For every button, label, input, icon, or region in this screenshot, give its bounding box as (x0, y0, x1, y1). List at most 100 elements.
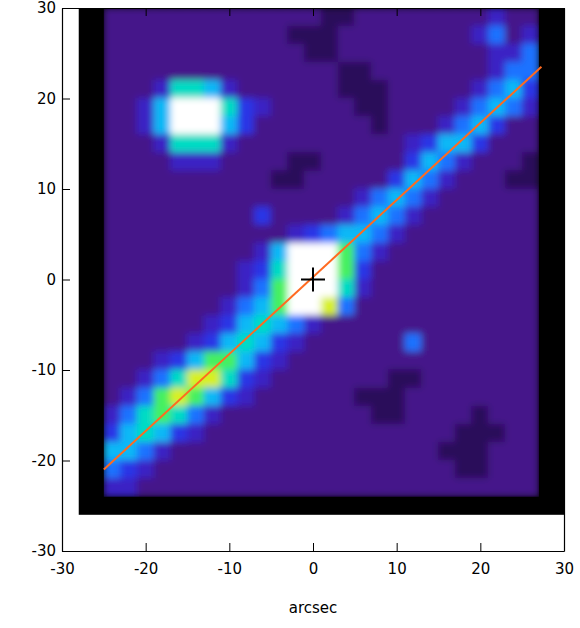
cell (187, 26, 205, 45)
cell (471, 388, 489, 407)
cell (287, 478, 305, 497)
cell (304, 333, 322, 352)
cell (104, 370, 121, 389)
cell (338, 297, 356, 316)
cell (471, 170, 489, 189)
cell (287, 333, 305, 352)
axis-line (564, 9, 565, 552)
tick (556, 370, 564, 371)
cell (321, 351, 339, 370)
cell (154, 424, 172, 443)
cell (104, 134, 121, 153)
cell (220, 243, 238, 262)
cell (338, 207, 356, 226)
cell (488, 8, 506, 27)
cell (170, 351, 188, 370)
tick: -10 (32, 361, 71, 379)
tick-label: 30 (555, 560, 574, 578)
cell (455, 442, 473, 461)
cell (170, 261, 188, 280)
cell (220, 225, 238, 244)
cell (170, 116, 188, 135)
cell (170, 243, 188, 262)
cell (104, 8, 121, 27)
cell (338, 26, 356, 45)
cell (220, 406, 238, 425)
cell (421, 80, 439, 99)
cell (154, 98, 172, 117)
cell (220, 442, 238, 461)
cell (137, 170, 155, 189)
cell (187, 44, 205, 63)
cell (471, 225, 489, 244)
cell (137, 134, 155, 153)
cell (321, 243, 339, 262)
cell (488, 116, 506, 135)
cell (154, 442, 172, 461)
cell (438, 8, 456, 27)
cell (438, 80, 456, 99)
cell (488, 424, 506, 443)
cell (220, 261, 238, 280)
cell (522, 243, 539, 262)
cell (338, 170, 356, 189)
cell (388, 460, 406, 479)
cell (254, 207, 272, 226)
tick-mark (556, 99, 564, 100)
cell (254, 370, 272, 389)
cell (438, 134, 456, 153)
cell (271, 152, 289, 171)
tick-mark (556, 189, 564, 190)
cell (237, 44, 255, 63)
cell (505, 333, 523, 352)
tick (229, 8, 230, 16)
cell (170, 134, 188, 153)
cell (170, 98, 188, 117)
cell (354, 424, 372, 443)
cell (104, 170, 121, 189)
cell (204, 80, 222, 99)
cell (421, 44, 439, 63)
tick-mark (397, 543, 398, 551)
cell (488, 333, 506, 352)
cell (304, 478, 322, 497)
cell (354, 80, 372, 99)
cell (237, 116, 255, 135)
cell (220, 80, 238, 99)
cell (455, 406, 473, 425)
cell (338, 424, 356, 443)
cell (505, 170, 523, 189)
cell (204, 62, 222, 81)
cell (271, 406, 289, 425)
cell (405, 351, 423, 370)
cell (321, 460, 339, 479)
cell (104, 44, 121, 63)
cell (505, 243, 523, 262)
cell (254, 297, 272, 316)
cell (237, 8, 255, 27)
cell (220, 297, 238, 316)
cell (154, 279, 172, 298)
cell (455, 225, 473, 244)
cell (338, 333, 356, 352)
cell (338, 80, 356, 99)
cell (287, 406, 305, 425)
cell (204, 116, 222, 135)
cell (254, 116, 272, 135)
tick-mark (313, 8, 314, 16)
cell (237, 478, 255, 497)
cell (438, 315, 456, 334)
cell (505, 225, 523, 244)
tick-mark (62, 370, 70, 371)
cell (304, 116, 322, 135)
cell (204, 225, 222, 244)
tick-label: 0 (46, 271, 56, 289)
cell (354, 207, 372, 226)
cell (104, 207, 121, 226)
cell (104, 225, 121, 244)
cell (154, 370, 172, 389)
cell (170, 478, 188, 497)
cell (522, 460, 539, 479)
cell (338, 44, 356, 63)
cell (170, 460, 188, 479)
